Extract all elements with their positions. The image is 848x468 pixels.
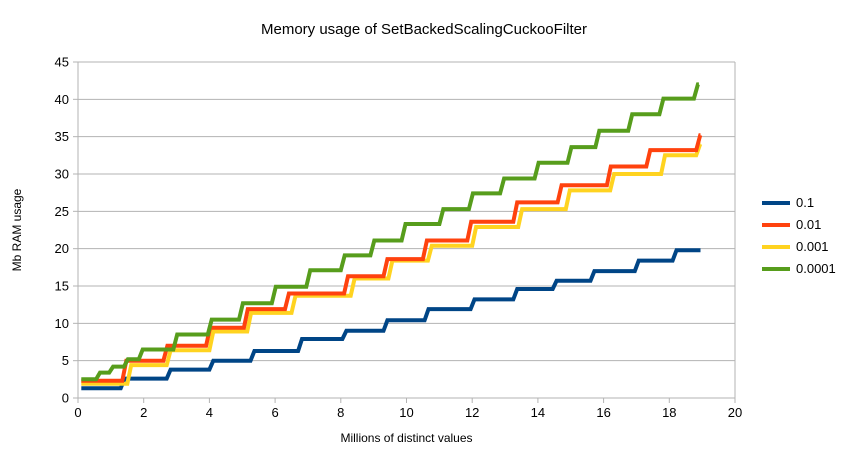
y-tick-label-30: 30 — [55, 167, 69, 182]
x-axis-title: Millions of distinct values — [340, 431, 473, 445]
chart-title: Memory usage of SetBackedScalingCuckooFi… — [261, 21, 587, 38]
x-tick-label-18: 18 — [662, 405, 676, 420]
x-tick-label-20: 20 — [728, 405, 742, 420]
y-tick-label-35: 35 — [55, 129, 69, 144]
legend-label-0.01: 0.01 — [796, 217, 822, 232]
legend-swatch-0.0001 — [762, 266, 790, 271]
series-line-0.01 — [81, 133, 703, 383]
x-tick-label-12: 12 — [465, 405, 479, 420]
x-tick-label-2: 2 — [140, 405, 147, 420]
series-line-0.0001 — [81, 82, 700, 382]
x-tick-label-8: 8 — [337, 405, 344, 420]
legend-item-0.001: 0.001 — [762, 239, 836, 254]
legend-label-0.0001: 0.0001 — [796, 261, 836, 276]
legend: 0.1 0.01 0.001 0.0001 — [762, 195, 836, 276]
legend-swatch-0.001 — [762, 244, 790, 249]
y-tick-label-10: 10 — [55, 316, 69, 331]
y-tick-label-20: 20 — [55, 241, 69, 256]
legend-item-0.01: 0.01 — [762, 217, 836, 232]
y-tick-label-5: 5 — [62, 353, 69, 368]
y-tick-label-45: 45 — [55, 55, 69, 70]
series-line-0.1 — [81, 248, 701, 391]
legend-item-0.0001: 0.0001 — [762, 261, 836, 276]
legend-label-0.1: 0.1 — [796, 195, 815, 210]
x-tick-label-4: 4 — [206, 405, 213, 420]
legend-label-0.001: 0.001 — [796, 239, 829, 254]
x-tick-label-10: 10 — [399, 405, 413, 420]
x-tick-label-0: 0 — [74, 405, 81, 420]
legend-item-0.1: 0.1 — [762, 195, 836, 210]
legend-swatch-0.01 — [762, 222, 790, 227]
x-tick-label-14: 14 — [531, 405, 545, 420]
x-tick-label-6: 6 — [271, 405, 278, 420]
x-tick-label-16: 16 — [596, 405, 610, 420]
y-tick-label-25: 25 — [55, 204, 69, 219]
y-tick-label-0: 0 — [62, 391, 69, 406]
legend-swatch-0.1 — [762, 200, 790, 205]
y-tick-label-40: 40 — [55, 92, 69, 107]
y-tick-label-15: 15 — [55, 279, 69, 294]
